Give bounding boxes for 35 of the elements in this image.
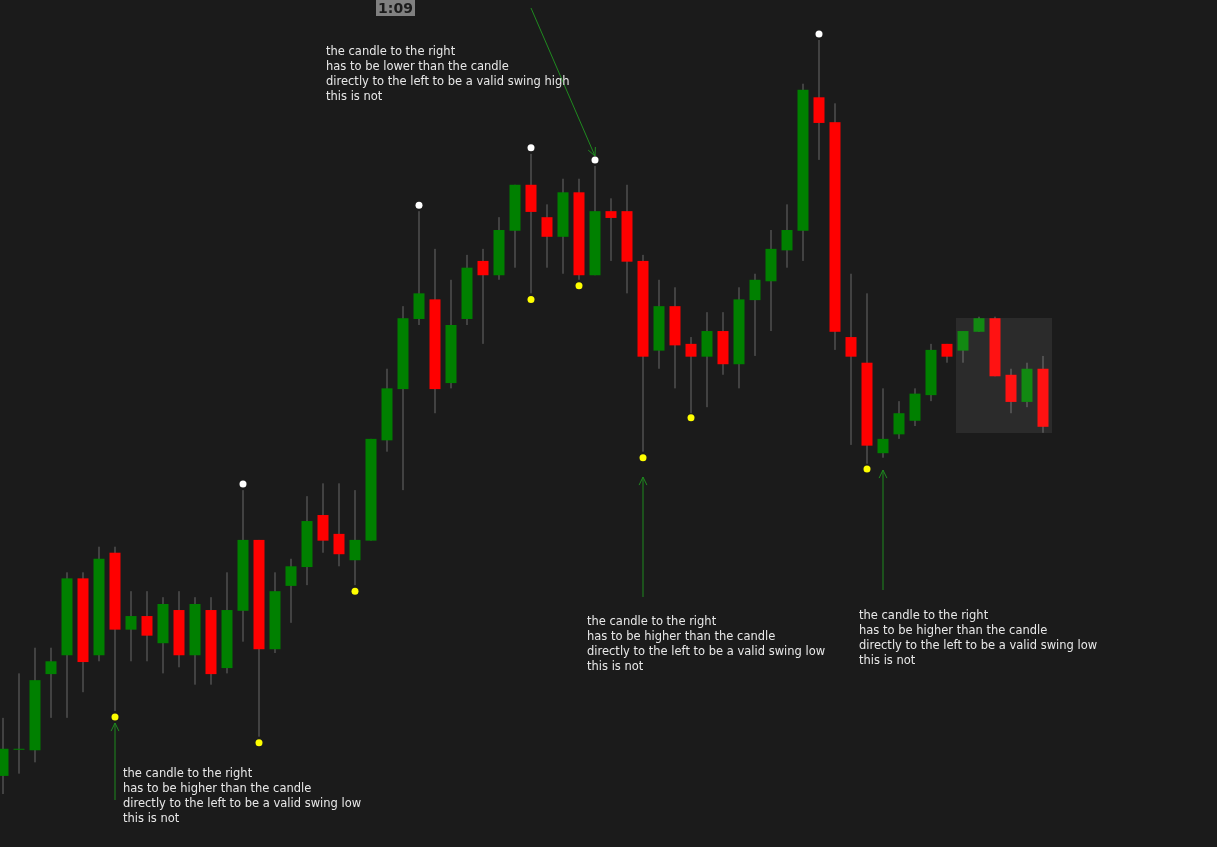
annotation: the candle to the right has to be higher than the candle directly to the left to be a valid swing low this is not [587, 614, 826, 673]
point [527, 295, 535, 303]
candlestick [685, 336, 697, 414]
point [239, 480, 247, 488]
point [591, 156, 599, 164]
candlestick [349, 489, 361, 586]
candlestick [285, 558, 297, 624]
candlestick [541, 203, 553, 269]
candlestick [125, 590, 137, 662]
candlestick [957, 330, 969, 364]
candlestick [45, 647, 57, 719]
text: 1:09 [378, 0, 413, 16]
annotation: the candle to the right has to be higher than the candle directly to the left to be a valid swing low this is not [123, 766, 362, 825]
point [111, 713, 119, 721]
point [863, 465, 871, 473]
point [415, 201, 423, 209]
candlestick [13, 672, 25, 775]
candlestick [605, 197, 617, 262]
point [687, 414, 695, 422]
point [255, 739, 263, 747]
point [575, 282, 583, 290]
candlestick [781, 203, 793, 269]
candlestick [333, 482, 345, 567]
point [815, 30, 823, 38]
point [527, 144, 535, 152]
annotation: the candle to the right has to be lower than the candle directly to the left to be a valid swing high this is not [326, 44, 570, 103]
candlestick [477, 248, 489, 345]
point [351, 587, 359, 595]
candlestick [877, 387, 889, 459]
annotation: the candle to the right has to be higher than the candle directly to the left to be a valid swing low this is not [859, 608, 1098, 667]
candlestick [845, 273, 857, 446]
candlestick [749, 273, 761, 357]
candlestick [141, 590, 153, 662]
point [639, 454, 647, 462]
candlestick [893, 400, 905, 440]
